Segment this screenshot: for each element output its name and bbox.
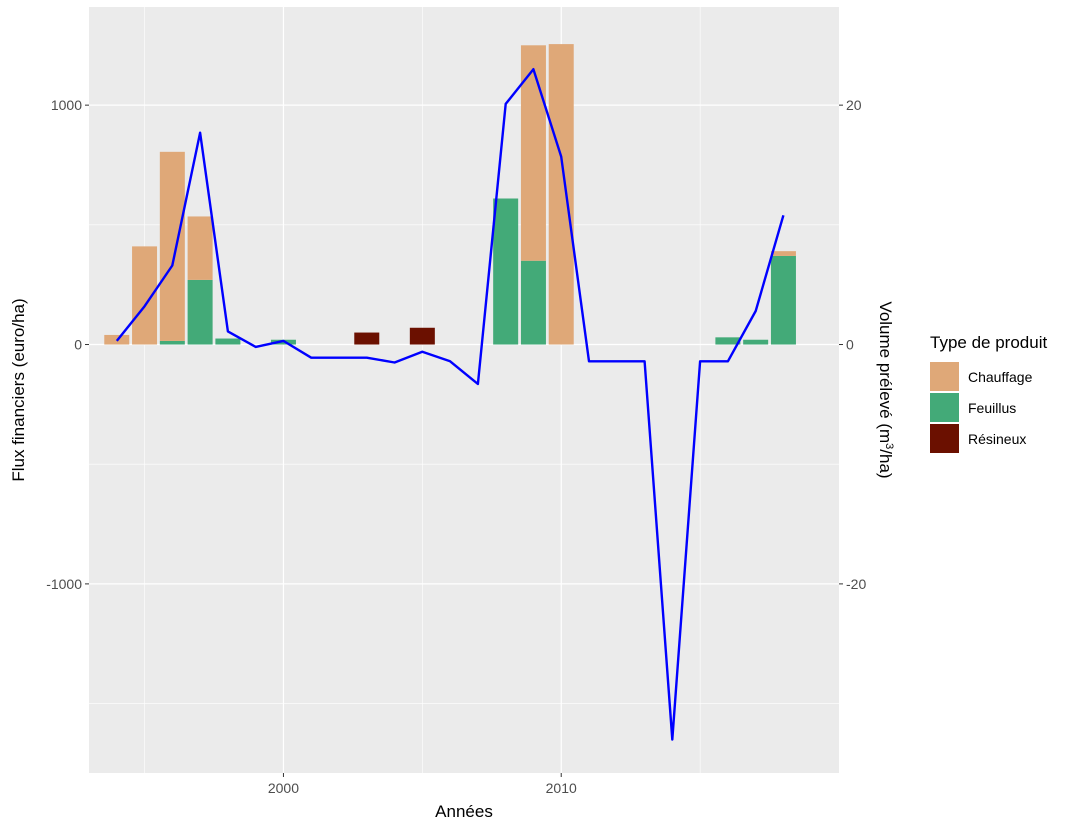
y2-axis-title: Volume prélevé (m3/ha) xyxy=(876,301,895,478)
x-tick-label: 2010 xyxy=(546,780,577,796)
y-tick-label: 0 xyxy=(74,337,82,353)
y2-tick-label: 20 xyxy=(846,97,862,113)
legend-swatch-resineux xyxy=(930,424,959,453)
bar-chauffage xyxy=(159,151,185,341)
legend-item-chauffage: Chauffage xyxy=(930,362,1033,391)
volume-line-layer xyxy=(115,67,785,741)
y-axis-title: Flux financiers (euro/ha) xyxy=(9,298,28,481)
major-grid xyxy=(89,7,839,773)
bar-chauffage xyxy=(520,45,546,261)
volume-line xyxy=(115,67,785,741)
legend-title: Type de produit xyxy=(930,333,1047,352)
y2-tick-label: 0 xyxy=(846,337,854,353)
legend-item-feuillus: Feuillus xyxy=(930,393,1016,422)
bars xyxy=(104,44,796,345)
bar-resineux xyxy=(354,332,380,345)
bar-chauffage xyxy=(548,44,574,345)
bar-feuillus xyxy=(520,260,546,345)
panel-background xyxy=(89,7,839,773)
axes: -1000 0 1000 -20 0 20 2000 2010 xyxy=(46,97,866,796)
bar-feuillus xyxy=(743,339,769,345)
x-axis-title: Années xyxy=(435,802,493,821)
bar-feuillus xyxy=(493,198,519,345)
bar-chauffage xyxy=(187,216,213,280)
bar-feuillus xyxy=(159,340,185,345)
bar-feuillus xyxy=(187,279,213,345)
legend-label-chauffage: Chauffage xyxy=(968,369,1033,385)
legend-label-feuillus: Feuillus xyxy=(968,400,1016,416)
y-tick-label: -1000 xyxy=(46,576,82,592)
legend-swatch-feuillus xyxy=(930,393,959,422)
bar-chauffage xyxy=(770,251,796,256)
legend-item-resineux: Résineux xyxy=(930,424,1026,453)
legend-label-resineux: Résineux xyxy=(968,431,1026,447)
legend: Type de produit Chauffage Feuillus Résin… xyxy=(930,333,1047,453)
bar-feuillus xyxy=(215,338,241,345)
bar-feuillus xyxy=(770,255,796,345)
y2-tick-label: -20 xyxy=(846,576,866,592)
y-tick-label: 1000 xyxy=(51,97,82,113)
bar-resineux xyxy=(409,327,435,345)
bar-feuillus xyxy=(715,337,741,345)
legend-swatch-chauffage xyxy=(930,362,959,391)
x-tick-label: 2000 xyxy=(268,780,299,796)
